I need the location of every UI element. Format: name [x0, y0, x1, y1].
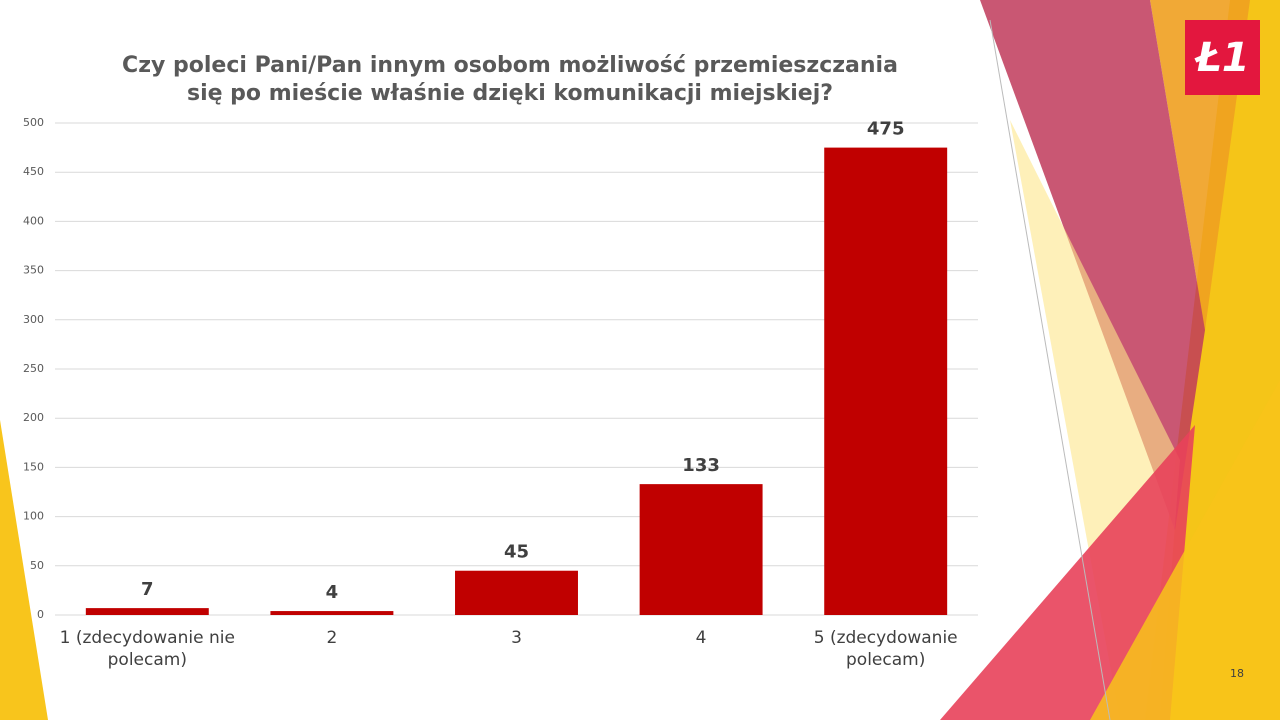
y-tick-label: 200 [23, 411, 44, 424]
x-tick-label: 2 [326, 628, 338, 648]
y-tick-label: 100 [23, 510, 44, 523]
y-tick-label: 0 [37, 608, 44, 621]
x-tick-label: 1 (zdecydowanie nie polecam) [59, 628, 235, 670]
y-tick-label: 500 [23, 116, 44, 129]
y-tick-label: 250 [23, 362, 44, 375]
y-tick-label: 50 [30, 559, 44, 572]
bar [639, 484, 763, 615]
y-tick-label: 450 [23, 165, 44, 178]
bar [85, 608, 209, 615]
y-tick-label: 300 [23, 313, 44, 326]
data-label: 45 [504, 542, 529, 563]
chart-title: Czy poleci Pani/Pan innym osobom możliwo… [122, 53, 898, 106]
data-label: 4 [326, 582, 339, 603]
page-number: 18 [1230, 667, 1244, 680]
bar [270, 611, 394, 615]
logo: Ł1 [1185, 20, 1260, 95]
data-label: 7 [141, 579, 154, 600]
y-tick-label: 350 [23, 264, 44, 277]
x-tick-label: 3 [511, 628, 522, 648]
data-label: 475 [867, 119, 905, 140]
data-label: 133 [682, 455, 720, 476]
y-tick-label: 400 [23, 214, 44, 227]
x-tick-label: 4 [695, 628, 707, 648]
bar [455, 570, 578, 615]
bar [824, 147, 948, 615]
x-tick-label: 5 (zdecydowanie polecam) [813, 628, 958, 670]
y-tick-label: 150 [23, 460, 44, 473]
